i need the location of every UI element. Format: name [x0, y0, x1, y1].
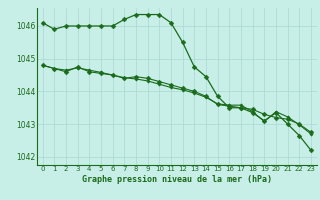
X-axis label: Graphe pression niveau de la mer (hPa): Graphe pression niveau de la mer (hPa)	[82, 175, 272, 184]
